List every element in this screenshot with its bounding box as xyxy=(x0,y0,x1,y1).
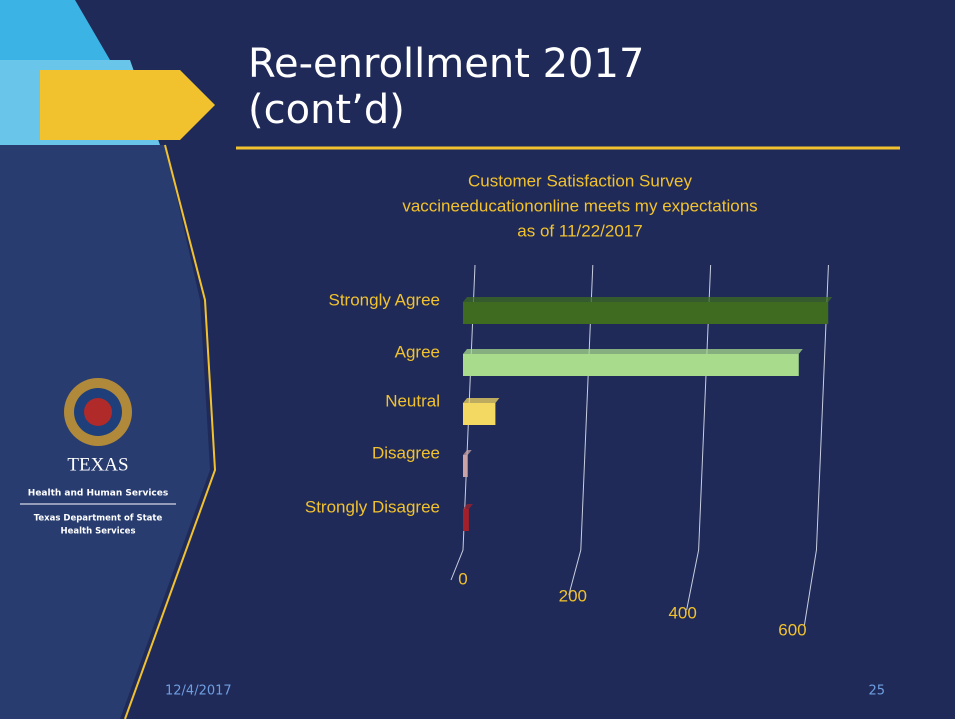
logo-text: Health Services xyxy=(61,527,136,537)
logo-text: Texas Department of State xyxy=(34,514,163,524)
y-tick-label: Strongly Agree xyxy=(328,290,440,309)
bar-top xyxy=(463,450,472,455)
x-tick-label: 600 xyxy=(778,620,806,639)
bar-top xyxy=(463,398,500,403)
decor-line xyxy=(124,144,217,720)
chart-title: as of 11/22/2017 xyxy=(517,221,642,240)
bar xyxy=(463,302,829,324)
bar-top xyxy=(463,504,473,509)
bar xyxy=(463,403,496,425)
grid-line xyxy=(803,264,829,626)
bar-top xyxy=(463,349,803,354)
bar xyxy=(463,455,468,477)
page-number: 25 xyxy=(868,684,885,699)
chart-title: Customer Satisfaction Survey xyxy=(468,171,692,190)
chart: 0 200 400 600 Strongly Agree Agree Neutral Disa… xyxy=(305,264,833,639)
footer-date: 12/4/2017 xyxy=(165,684,232,699)
y-tick-label: Agree xyxy=(395,342,440,361)
slide-title: (cont’d) xyxy=(248,87,405,133)
bar xyxy=(463,354,799,376)
x-tick-label: 0 xyxy=(458,569,467,588)
y-tick-label: Neutral xyxy=(385,391,440,410)
decor-arrow xyxy=(40,70,215,140)
bar-top xyxy=(463,297,833,302)
logo-name: TEXAS xyxy=(67,454,128,475)
bar xyxy=(463,509,469,531)
chart-title: vaccineeducationonline meets my expectat… xyxy=(402,196,757,215)
decor xyxy=(0,0,110,60)
slide-title: Re-enrollment 2017 xyxy=(248,41,644,87)
y-tick-label: Disagree xyxy=(372,443,440,462)
x-tick-label: 400 xyxy=(668,603,696,622)
logo-text: Health and Human Services xyxy=(28,489,168,499)
y-tick-label: Strongly Disagree xyxy=(305,497,440,516)
logo-seal xyxy=(84,398,112,426)
x-tick-label: 200 xyxy=(559,586,587,605)
